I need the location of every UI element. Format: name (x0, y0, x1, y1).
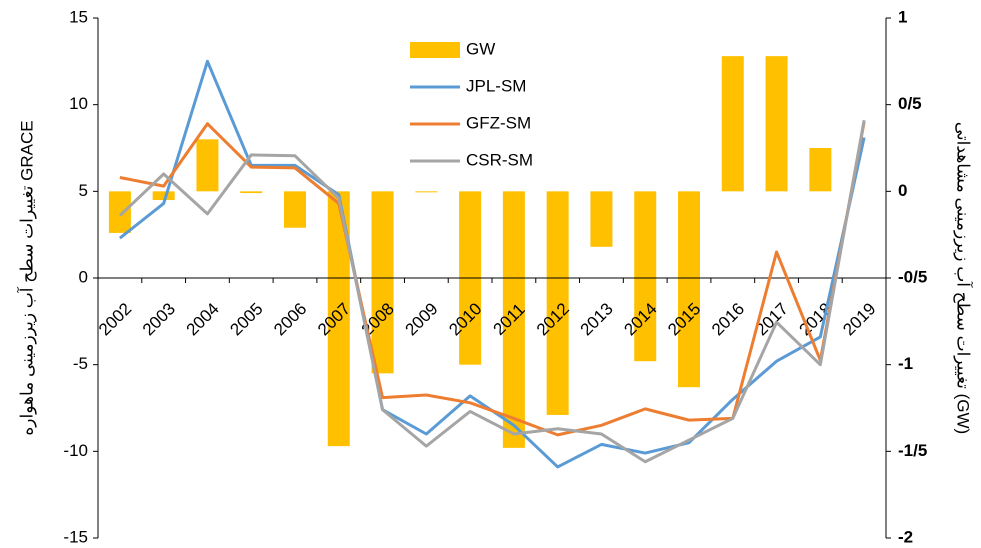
y2-tick-label: -1 (898, 354, 913, 373)
bar (327, 191, 350, 447)
y-tick-label: 5 (79, 181, 88, 200)
y2-axis-title: تغییرات سطح آب زیرزمینی مشاهداتی (GW) (953, 122, 975, 434)
y-tick-label: 15 (69, 7, 88, 26)
x-tick-label: 2005 (226, 299, 266, 339)
y-tick-label: -15 (63, 527, 88, 546)
x-tick-label: 2002 (95, 299, 135, 339)
legend-label: GFZ-SM (466, 113, 531, 132)
y2-tick-label: 1 (898, 7, 907, 26)
legend-swatch (410, 42, 460, 58)
bar (634, 191, 657, 362)
bar (721, 56, 744, 192)
bar (108, 191, 131, 233)
bar (371, 191, 394, 374)
bar (678, 191, 700, 388)
legend-label: GW (466, 39, 495, 58)
y-tick-label: -10 (63, 441, 88, 460)
bar (415, 191, 438, 193)
legend-label: CSR-SM (466, 150, 533, 169)
line (119, 121, 866, 437)
x-tick-label: 2019 (839, 299, 879, 339)
bar (546, 191, 569, 415)
y2-tick-label: -0/5 (898, 267, 927, 286)
bar (502, 191, 525, 448)
y2-tick-label: 0/5 (898, 94, 922, 113)
bar (196, 139, 219, 192)
y2-tick-label: 0 (898, 181, 907, 200)
bar (284, 191, 306, 228)
y-tick-label: 10 (69, 94, 88, 113)
bar (240, 191, 263, 194)
x-tick-label: 2003 (139, 299, 179, 339)
bar (152, 191, 175, 200)
y2-tick-label: -1/5 (898, 441, 927, 460)
bar (809, 148, 832, 192)
y-axis-title: تغییرات سطح آب زیرزمینی ماهواره GRACE (15, 120, 37, 435)
x-tick-label: 2004 (183, 299, 223, 339)
bar (765, 56, 788, 192)
y-tick-label: 0 (79, 267, 88, 286)
y2-tick-label: -2 (898, 527, 913, 546)
bar (590, 191, 613, 247)
x-tick-label: 2006 (270, 299, 310, 339)
x-tick-label: 2016 (708, 299, 748, 339)
legend-label: JPL-SM (466, 76, 526, 95)
x-tick-label: 2009 (402, 299, 442, 339)
x-tick-label: 2013 (577, 299, 617, 339)
y-tick-label: -5 (73, 354, 88, 373)
line (118, 120, 866, 464)
